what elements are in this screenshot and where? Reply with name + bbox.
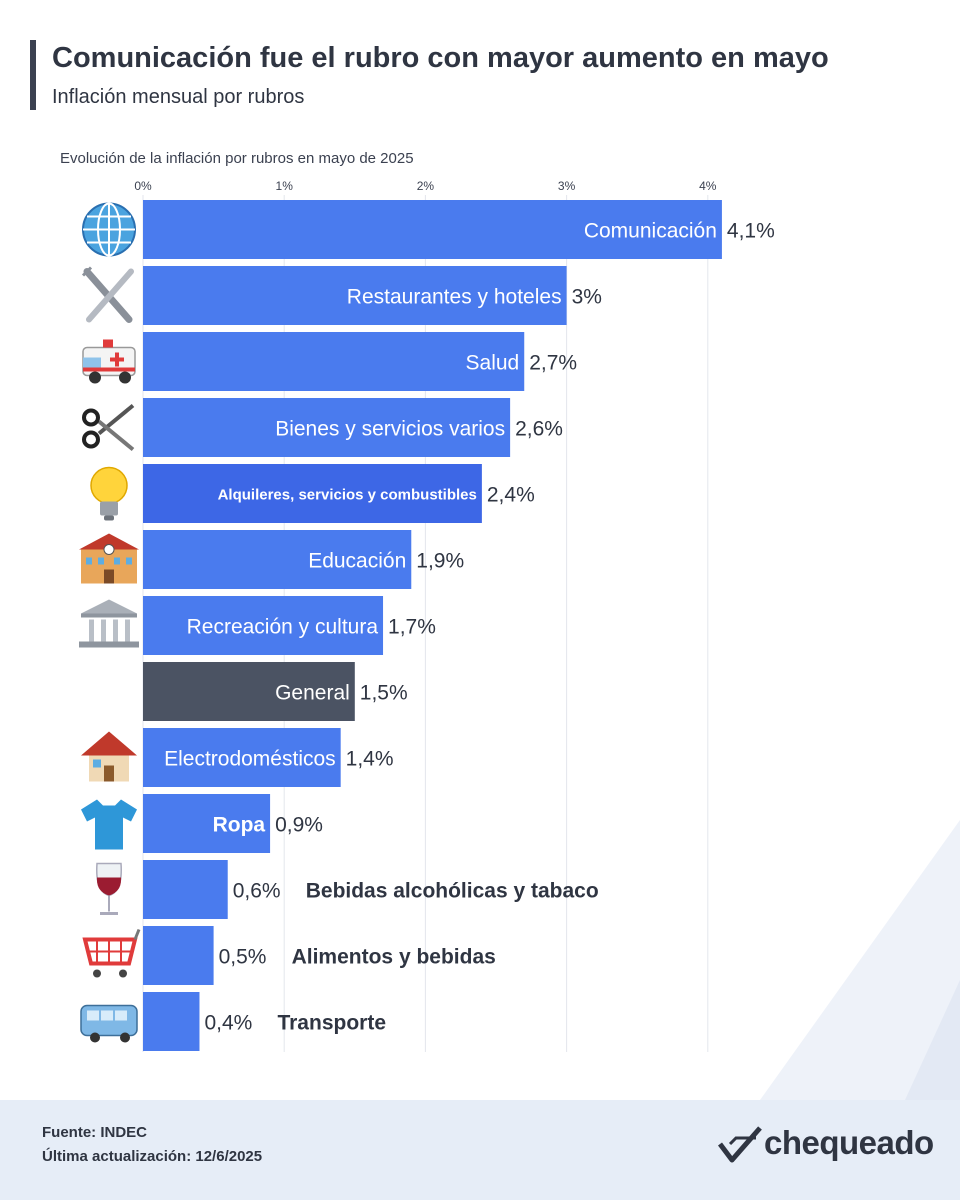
category-label: Transporte <box>277 1012 386 1035</box>
bar <box>143 728 341 787</box>
chart-title: Evolución de la inflación por rubros en … <box>60 150 414 167</box>
globe-icon <box>82 202 136 257</box>
value-label: 0,4% <box>204 1012 252 1035</box>
source-text: Fuente: INDEC <box>42 1124 147 1141</box>
bar <box>143 200 722 259</box>
school-icon <box>79 533 139 584</box>
scissors-icon <box>82 403 135 452</box>
bar <box>143 794 271 853</box>
title-accent-bar <box>30 40 36 110</box>
bar <box>143 266 567 325</box>
x-tick-label: 3% <box>558 179 576 193</box>
value-label: 1,5% <box>360 682 408 705</box>
value-label: 1,4% <box>346 748 394 771</box>
bar <box>143 464 482 523</box>
ambulance-icon <box>82 339 136 384</box>
value-label: 0,5% <box>219 946 267 969</box>
value-label: 4,1% <box>727 220 775 243</box>
bar <box>143 926 214 985</box>
category-label: Recreación y cultura <box>187 616 379 639</box>
value-label: 2,6% <box>515 418 563 441</box>
x-tick-label: 0% <box>134 179 152 193</box>
value-label: 2,7% <box>529 352 577 375</box>
category-label: Bienes y servicios varios <box>275 418 505 441</box>
category-label: Bebidas alcohólicas y tabaco <box>306 880 599 903</box>
category-label: Restaurantes y hoteles <box>347 286 562 309</box>
category-label: Electrodomésticos <box>164 748 336 771</box>
shopping-cart-icon <box>82 928 141 978</box>
value-label: 3% <box>572 286 602 309</box>
footer <box>0 1100 960 1200</box>
bar <box>143 662 355 721</box>
x-tick-label: 1% <box>276 179 294 193</box>
bar <box>143 596 384 655</box>
page-title: Comunicación fue el rubro con mayor aume… <box>52 42 829 74</box>
museum-icon <box>79 599 139 648</box>
bar <box>143 398 511 457</box>
wine-glass-icon <box>96 862 122 915</box>
tshirt-icon <box>81 799 137 850</box>
lightbulb-icon <box>90 466 128 521</box>
brand-logo-text: chequeado <box>764 1124 934 1161</box>
bar <box>143 332 525 391</box>
page-subtitle: Inflación mensual por rubros <box>52 86 305 108</box>
updated-text: Última actualización: 12/6/2025 <box>42 1148 263 1165</box>
value-label: 1,9% <box>416 550 464 573</box>
fork-knife-icon <box>81 266 134 323</box>
house-icon <box>81 731 137 782</box>
x-tick-label: 2% <box>417 179 435 193</box>
category-label: Comunicación <box>584 220 717 243</box>
value-label: 0,9% <box>275 814 323 837</box>
bar <box>143 860 228 919</box>
chequeado-logo-icon <box>718 1126 762 1163</box>
bar <box>143 530 412 589</box>
x-tick-label: 4% <box>699 179 717 193</box>
bus-icon <box>80 1004 138 1043</box>
category-label: Salud <box>466 352 520 375</box>
value-label: 1,7% <box>388 616 436 639</box>
category-label: Educación <box>308 550 406 573</box>
category-label: General <box>275 682 350 705</box>
category-label: Alimentos y bebidas <box>292 946 496 969</box>
bar <box>143 992 200 1051</box>
category-label: Alquileres, servicios y combustibles <box>218 487 477 504</box>
category-label: Ropa <box>213 814 266 837</box>
bar-chart: 0% 1% 2% 3% 4% 4,1% Comunicación 3% Restaurantes… <box>79 179 775 1052</box>
value-label: 2,4% <box>487 484 535 507</box>
value-label: 0,6% <box>233 880 281 903</box>
